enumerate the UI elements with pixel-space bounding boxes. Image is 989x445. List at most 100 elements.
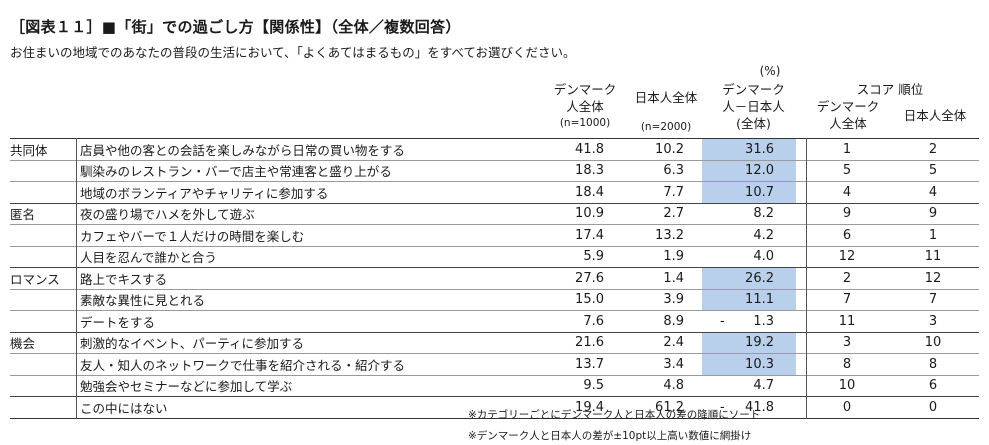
denmark-value: 27.6 [575, 270, 604, 286]
table-row: ロマンス 路上でキスする 27.6 1.4 26.2 2 12 [10, 267, 979, 290]
japan-value: 3.4 [663, 356, 684, 372]
rank-denmark: 7 [806, 289, 887, 311]
column-gap [796, 311, 807, 333]
rank-japan: 6 [928, 378, 938, 394]
item-cell: 勉強会やセミナーなどに参加して学ぶ [76, 375, 542, 397]
table-row: 勉強会やセミナーなどに参加して学ぶ 9.5 4.8 4.7 10 6 [10, 375, 979, 397]
difference-value: 4.0 [702, 246, 796, 268]
japan-value: 8.9 [663, 313, 684, 329]
table-row: 人目を忍んで誰かと合う 5.9 1.9 4.0 12 11 [10, 246, 979, 268]
figure-title: ［図表１１］■「街」での過ごし方【関係性】（全体／複数回答） [10, 18, 461, 36]
japan-value: 2.7 [663, 206, 684, 222]
category-cell [10, 160, 77, 182]
difference-sign [702, 249, 720, 264]
denmark-value: 41.8 [575, 141, 604, 157]
item-cell: デートをする [76, 310, 542, 332]
difference-sign [702, 271, 720, 286]
column-gap [796, 397, 807, 419]
rank-japan: 7 [928, 292, 938, 308]
rank-japan: 4 [928, 184, 938, 200]
header-denmark: デンマーク 人全体 (n=1000) [545, 81, 625, 132]
difference-sign [702, 185, 720, 200]
difference-sign: - [720, 313, 725, 329]
difference-value: 26.2 [702, 267, 796, 289]
header-rank-japan: 日本人全体 [903, 108, 967, 123]
rank-denmark: 10 [806, 375, 887, 397]
category-cell [10, 375, 77, 397]
denmark-value: 15.0 [575, 292, 604, 308]
difference-value: - 41.8 [702, 397, 796, 419]
denmark-value: 21.6 [575, 335, 604, 351]
header-score-rank: スコア 順位 [856, 82, 924, 97]
category-cell [10, 225, 77, 247]
japan-value: 13.2 [655, 227, 684, 243]
difference-value: 11.1 [702, 289, 796, 311]
rank-denmark: 4 [806, 181, 887, 203]
item-cell: 地域のボランティアやチャリティに参加する [76, 181, 542, 203]
denmark-value: 9.5 [583, 378, 604, 394]
difference-sign [702, 357, 720, 372]
table-row: 匿名 夜の盛り場でハメを外して遊ぶ 10.9 2.7 8.2 9 9 [10, 203, 979, 225]
header-rank-denmark-line1: デンマーク [816, 99, 880, 114]
difference-number: 8.2 [753, 206, 774, 222]
difference-number: 31.6 [745, 141, 774, 157]
difference-number: 4.2 [753, 227, 774, 243]
table-row: 地域のボランティアやチャリティに参加する 18.4 7.7 10.7 4 4 [10, 181, 979, 204]
rank-denmark: 1 [806, 138, 887, 160]
column-gap [796, 139, 807, 161]
difference-number: 4.0 [753, 249, 774, 265]
header-difference-line1: デンマーク [722, 82, 785, 97]
table-row: 友人・知人のネットワークで仕事を紹介される・紹介する 13.7 3.4 10.3 8 8 [10, 353, 979, 376]
header-denmark-line2: 人全体 [566, 99, 604, 114]
item-cell: 友人・知人のネットワークで仕事を紹介される・紹介する [76, 353, 542, 375]
rank-denmark: 12 [806, 246, 887, 268]
column-gap [796, 225, 807, 247]
difference-value: - 1.3 [702, 311, 796, 333]
category-cell [10, 182, 77, 204]
japan-value: 61.2 [655, 399, 684, 415]
note-sort: ※カテゴリーごとにデンマーク人と日本人の差の降順にソート [468, 409, 761, 421]
column-gap [796, 203, 807, 225]
item-cell: 店員や他の客との会話を楽しみながら日常の買い物をする [76, 138, 542, 160]
rank-japan: 8 [928, 356, 938, 372]
japan-value: 2.4 [663, 335, 684, 351]
rank-denmark: 8 [806, 353, 887, 375]
japan-value: 1.9 [663, 249, 684, 265]
column-gap [796, 268, 807, 290]
header-rank-denmark: デンマーク 人全体 [808, 98, 888, 132]
table-row: カフェやバーで１人だけの時間を楽しむ 17.4 13.2 4.2 6 1 [10, 224, 979, 247]
difference-value: 12.0 [702, 160, 796, 182]
item-cell: 夜の盛り場でハメを外して遊ぶ [76, 203, 542, 225]
rank-denmark: 0 [806, 396, 887, 418]
rank-japan: 11 [924, 249, 942, 265]
difference-sign [702, 206, 720, 221]
difference-number: 10.3 [745, 356, 774, 372]
column-gap [796, 354, 807, 376]
header-denmark-n: (n=1000) [559, 117, 611, 129]
header-denmark-line1: デンマーク [553, 82, 617, 97]
denmark-value: 10.9 [575, 206, 604, 222]
difference-number: 11.1 [745, 292, 774, 308]
column-gap [796, 182, 807, 204]
difference-sign [702, 142, 720, 157]
rank-japan: 10 [924, 335, 942, 351]
table-row: 共同体 店員や他の客との会話を楽しみながら日常の買い物をする 41.8 10.2 31.… [10, 138, 979, 161]
item-cell: カフェやバーで１人だけの時間を楽しむ [76, 224, 542, 246]
rank-denmark: 11 [806, 310, 887, 332]
rank-japan: 5 [928, 163, 938, 179]
category-cell [10, 289, 77, 311]
column-gap [796, 160, 807, 182]
japan-value: 1.4 [663, 270, 684, 286]
rank-japan: 1 [928, 227, 938, 243]
header-japan-line1: 日本人全体 [634, 90, 698, 105]
header-japan-n: (n=2000) [640, 121, 692, 133]
category-cell [10, 354, 77, 376]
denmark-value: 18.4 [575, 184, 604, 200]
category-cell: 機会 [10, 336, 36, 352]
difference-value: 31.6 [702, 138, 796, 160]
denmark-value: 18.3 [575, 163, 604, 179]
difference-sign [702, 292, 720, 307]
item-cell: 人目を忍んで誰かと合う [76, 246, 542, 268]
difference-value: 4.2 [702, 225, 796, 247]
rank-denmark: 2 [806, 267, 887, 289]
